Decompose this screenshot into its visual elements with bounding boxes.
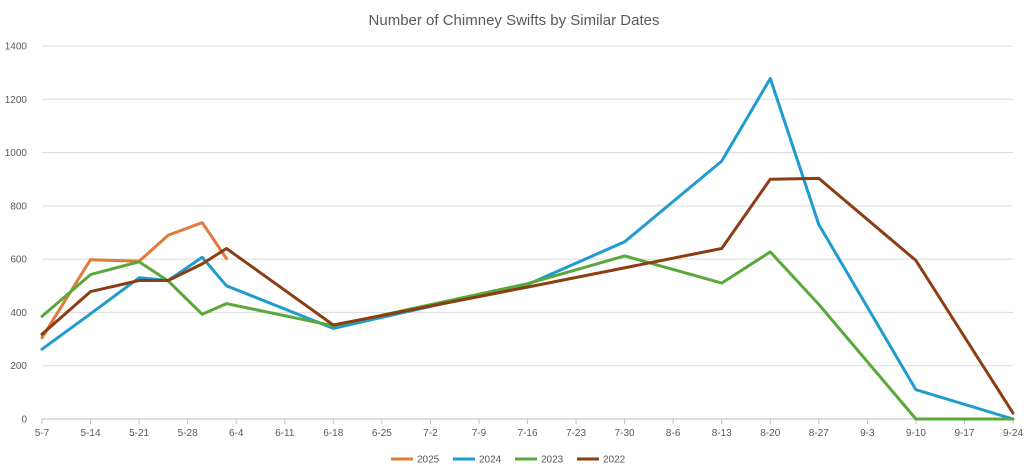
x-tick-label: 7-23	[566, 428, 586, 439]
series-line-2022	[40, 176, 1015, 415]
x-axis-ticks: 5-7 5-14 5-21 5-28 6-4 6-11 6-18 6-25 7-2 7-9 7-16…	[35, 419, 1023, 439]
legend-label: 2024	[479, 455, 502, 466]
x-tick-label: 7-16	[517, 428, 537, 439]
x-tick-label: 9-24	[1003, 428, 1023, 439]
y-axis-ticks: 0 200 400 600 800 1000 1200 1400	[5, 42, 28, 426]
y-tick-label: 400	[10, 308, 27, 319]
x-tick-label: 5-14	[81, 428, 101, 439]
legend-label: 2022	[603, 455, 626, 466]
x-tick-label: 5-21	[129, 428, 149, 439]
x-tick-label: 6-11	[275, 428, 295, 439]
series-line-2023	[40, 250, 1015, 421]
x-tick-label: 8-27	[809, 428, 829, 439]
series-line-2024	[40, 77, 1015, 421]
series-line-2025	[40, 221, 228, 340]
legend-label: 2023	[541, 455, 564, 466]
chart-title: Number of Chimney Swifts by Similar Date…	[369, 12, 660, 29]
x-tick-label: 6-4	[229, 428, 244, 439]
x-tick-label: 8-6	[666, 428, 681, 439]
series-lines	[40, 77, 1015, 421]
x-tick-label: 9-3	[860, 428, 875, 439]
x-tick-label: 5-28	[178, 428, 198, 439]
x-tick-label: 8-20	[760, 428, 780, 439]
x-tick-label: 8-13	[712, 428, 732, 439]
x-tick-label: 6-18	[323, 428, 343, 439]
x-tick-label: 9-10	[906, 428, 926, 439]
x-tick-label: 7-9	[472, 428, 487, 439]
y-tick-label: 1200	[5, 95, 28, 106]
y-tick-label: 0	[21, 415, 27, 426]
y-tick-label: 800	[10, 201, 27, 212]
x-tick-label: 5-7	[35, 428, 50, 439]
y-tick-label: 1400	[5, 42, 28, 53]
y-tick-label: 1000	[5, 148, 28, 159]
y-tick-label: 600	[10, 255, 27, 266]
x-tick-label: 6-25	[372, 428, 392, 439]
legend-label: 2025	[417, 455, 440, 466]
legend: 2025 2024 2023 2022	[391, 455, 626, 466]
x-tick-label: 9-17	[954, 428, 974, 439]
x-tick-label: 7-2	[423, 428, 438, 439]
y-tick-label: 200	[10, 361, 27, 372]
x-tick-label: 7-30	[615, 428, 635, 439]
